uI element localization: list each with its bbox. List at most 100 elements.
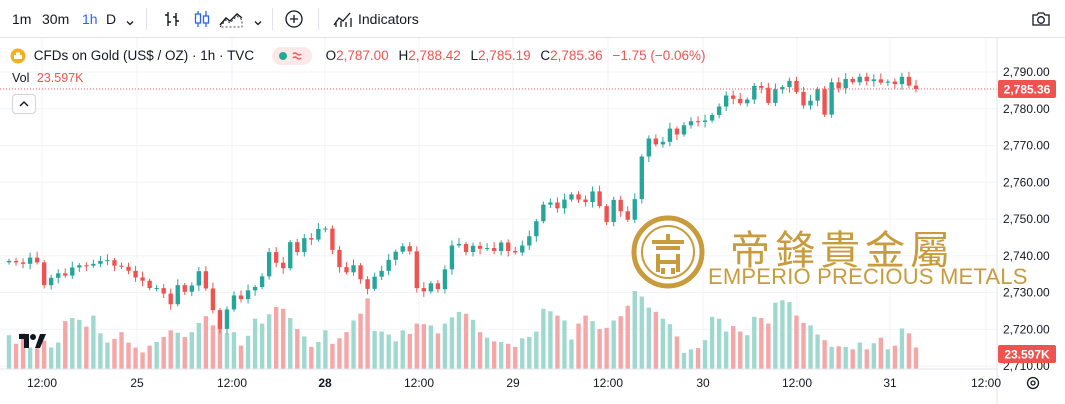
volume-bar (70, 318, 75, 369)
interval-d-button[interactable]: D (106, 11, 117, 27)
candle-body (660, 141, 666, 145)
emperio-logo (631, 215, 705, 289)
time-tick-label: 12:00 (217, 376, 247, 390)
toolbar-divider (272, 8, 273, 30)
candle-body (702, 120, 708, 122)
candle-body (147, 280, 152, 289)
candle-body (133, 270, 138, 278)
volume-bar (576, 323, 581, 369)
candle-body (906, 76, 912, 86)
volume-bar (238, 345, 244, 369)
interval-1m-button[interactable]: 1m (12, 11, 32, 27)
volume-bar (871, 343, 876, 369)
market-status-badge[interactable] (271, 47, 312, 66)
volume-bar (112, 338, 117, 369)
candle-body (295, 242, 300, 253)
candle-body (435, 283, 441, 290)
volume-bar (808, 325, 813, 369)
chart-toolbar: 1m 30m 1h D Indicators (0, 0, 1065, 38)
volume-bar (745, 335, 750, 369)
chart-type-dropdown-icon[interactable] (253, 13, 263, 26)
candle-body (428, 283, 434, 292)
volume-bar (414, 323, 419, 369)
volume-bar (140, 352, 145, 369)
volume-bar (520, 338, 525, 369)
volume-bar (133, 347, 138, 369)
volume-bar (794, 315, 799, 369)
time-tick-label: 12:00 (782, 376, 812, 390)
time-tick-label: 25 (130, 376, 144, 390)
candle-body (288, 242, 293, 269)
volume-bar (815, 334, 820, 369)
candle-body (759, 85, 764, 88)
volume-bar (34, 348, 40, 369)
candle-body (857, 76, 862, 83)
symbol-title[interactable]: CFDs on Gold (US$ / OZ) · 1h · TVC (33, 48, 255, 64)
volume-bar (681, 353, 687, 369)
volume-bar (161, 337, 166, 369)
candle-body (850, 78, 855, 83)
candle-body (899, 76, 905, 85)
candle-body (843, 78, 848, 89)
candle-body (34, 257, 40, 263)
candle-body (822, 89, 827, 115)
price-tick-label: 2,720.00 (1003, 322, 1050, 336)
interval-1h-button[interactable]: 1h (82, 11, 98, 27)
settings-gear-icon[interactable] (1025, 375, 1041, 391)
volume-bar (316, 341, 321, 369)
indicators-button[interactable]: Indicators (358, 11, 419, 27)
interval-30m-button[interactable]: 30m (42, 11, 70, 27)
candle-body (878, 79, 884, 83)
candle-body (498, 242, 504, 251)
volume-bar (857, 342, 862, 369)
candle-body (302, 238, 307, 253)
volume-bar (491, 341, 497, 369)
camera-icon[interactable] (1031, 9, 1051, 29)
volume-bar (674, 336, 680, 369)
candle-body (745, 99, 750, 104)
volume-bars (6, 291, 919, 369)
candle-body (393, 251, 398, 260)
last-price-badge (998, 80, 1056, 99)
candle-body (709, 114, 715, 121)
candle-body (20, 262, 26, 264)
volume-bar (245, 335, 251, 369)
price-axis[interactable]: 2,790.00 2,780.00 2,770.00 2,760.00 2,750.00… (996, 38, 1056, 404)
volume-bar (548, 311, 553, 369)
volume-bar (344, 332, 349, 369)
volume-bar (541, 308, 546, 369)
candles-chart-type-icon[interactable] (192, 9, 212, 29)
candle-body (583, 199, 588, 203)
collapse-legend-button[interactable] (12, 94, 36, 114)
candle-body (41, 262, 47, 286)
time-tick-label: 12:00 (593, 376, 623, 390)
add-symbol-plus-icon[interactable] (284, 9, 304, 29)
bar-chart-type-icon[interactable] (162, 9, 182, 29)
candle-body (766, 87, 771, 103)
tradingview-logo[interactable] (18, 330, 46, 356)
candle-body (344, 267, 349, 273)
volume-bar (407, 333, 412, 369)
volume-bar (709, 316, 715, 369)
candle-body (210, 288, 216, 311)
candle-body (77, 265, 82, 268)
volume-bar (379, 331, 384, 369)
interval-dropdown-icon[interactable] (125, 13, 135, 26)
candle-body (463, 243, 469, 253)
volume-bar (829, 346, 834, 369)
candle-body (829, 82, 834, 115)
candle-body (555, 202, 560, 209)
time-axis[interactable]: 12:00 25 12:00 28 12:00 29 12:00 30 12:00 31 12:00 (0, 368, 1001, 390)
volume-value: 23.597K (36, 71, 84, 85)
volume-bar (625, 305, 630, 369)
volume-bar (723, 331, 729, 369)
candle-body (161, 288, 166, 294)
candle-body (892, 81, 898, 85)
candle-body (98, 260, 103, 264)
candle-body (70, 267, 75, 276)
indicators-icon[interactable] (332, 9, 354, 29)
volume-bar (850, 349, 855, 369)
watermark-chinese-text: 帝鋒貴金屬 (730, 228, 955, 274)
area-chart-type-icon[interactable] (218, 9, 244, 29)
